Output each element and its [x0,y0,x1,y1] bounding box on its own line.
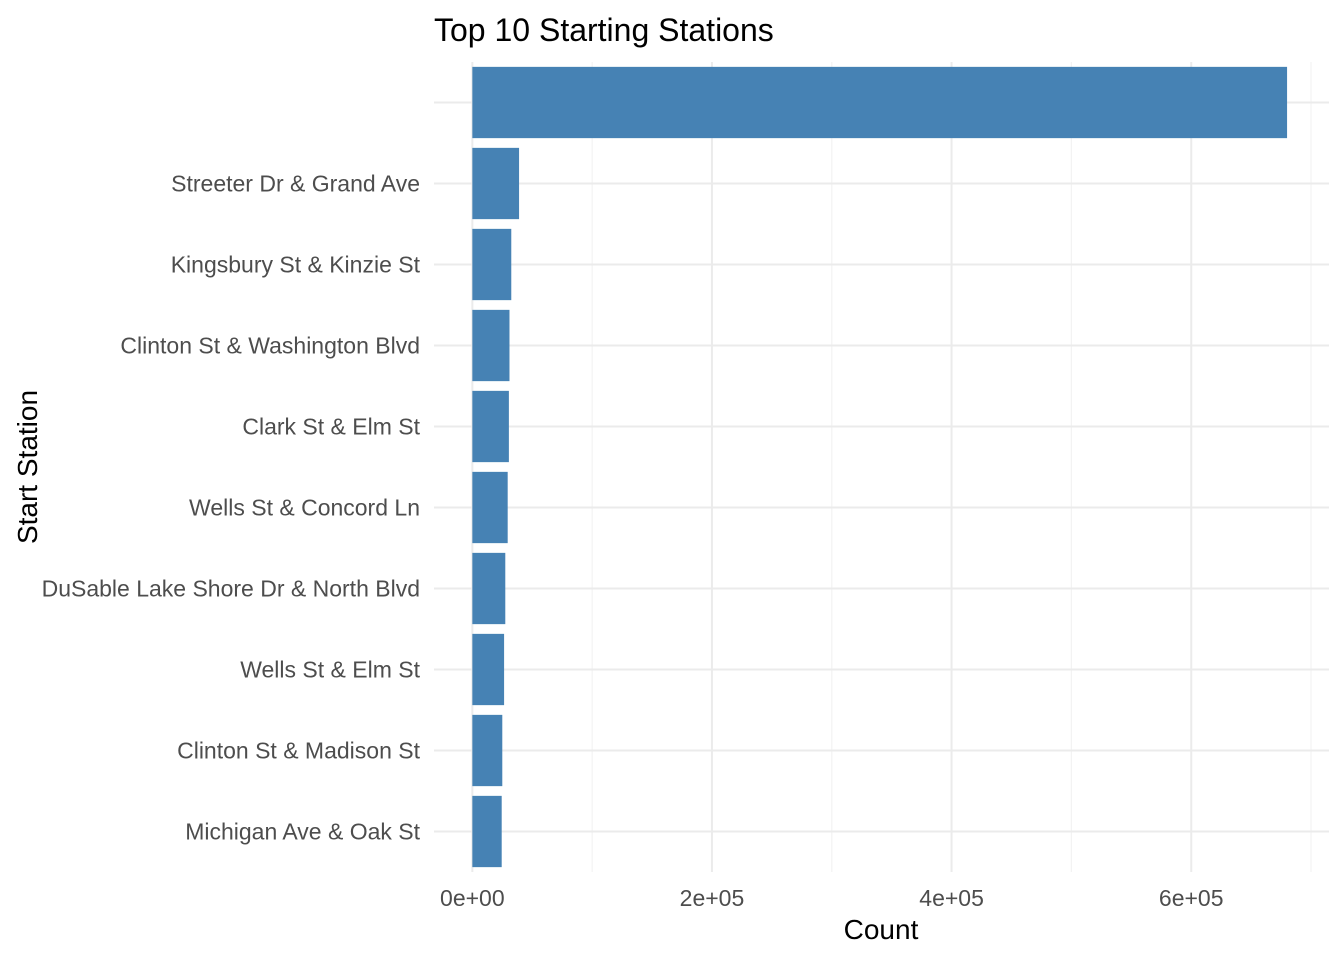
bar [472,633,505,706]
y-tick-label: Michigan Ave & Oak St [185,819,420,845]
y-tick-label: Kingsbury St & Kinzie St [171,252,421,278]
x-tick-label: 6e+05 [1159,885,1224,911]
bar [472,471,508,544]
chart-title: Top 10 Starting Stations [434,12,774,48]
y-tick-label: Clinton St & Madison St [177,738,421,764]
bar [472,552,506,625]
bar [472,795,502,868]
bar [472,228,512,301]
bar [472,714,503,787]
bar [472,147,520,220]
bar [472,309,510,382]
y-tick-label: DuSable Lake Shore Dr & North Blvd [42,576,420,602]
y-axis-title: Start Station [12,390,43,544]
y-tick-label: Wells St & Concord Ln [189,495,420,521]
label-layer: 0e+00 2e+05 4e+05 6e+05 Streeter Dr & Grand … [42,171,1224,912]
x-tick-label: 4e+05 [919,885,984,911]
grid-layer [434,62,1329,872]
bar [472,66,1288,139]
y-tick-label: Wells St & Elm St [240,657,420,683]
y-tick-label: Clinton St & Washington Blvd [120,333,420,359]
x-tick-label: 2e+05 [680,885,745,911]
x-axis-title: Count [844,914,919,945]
y-tick-label: Clark St & Elm St [242,414,420,440]
bar [472,390,509,463]
bar-layer [472,66,1288,868]
y-tick-label: Streeter Dr & Grand Ave [171,171,420,197]
x-tick-label: 0e+00 [440,885,505,911]
